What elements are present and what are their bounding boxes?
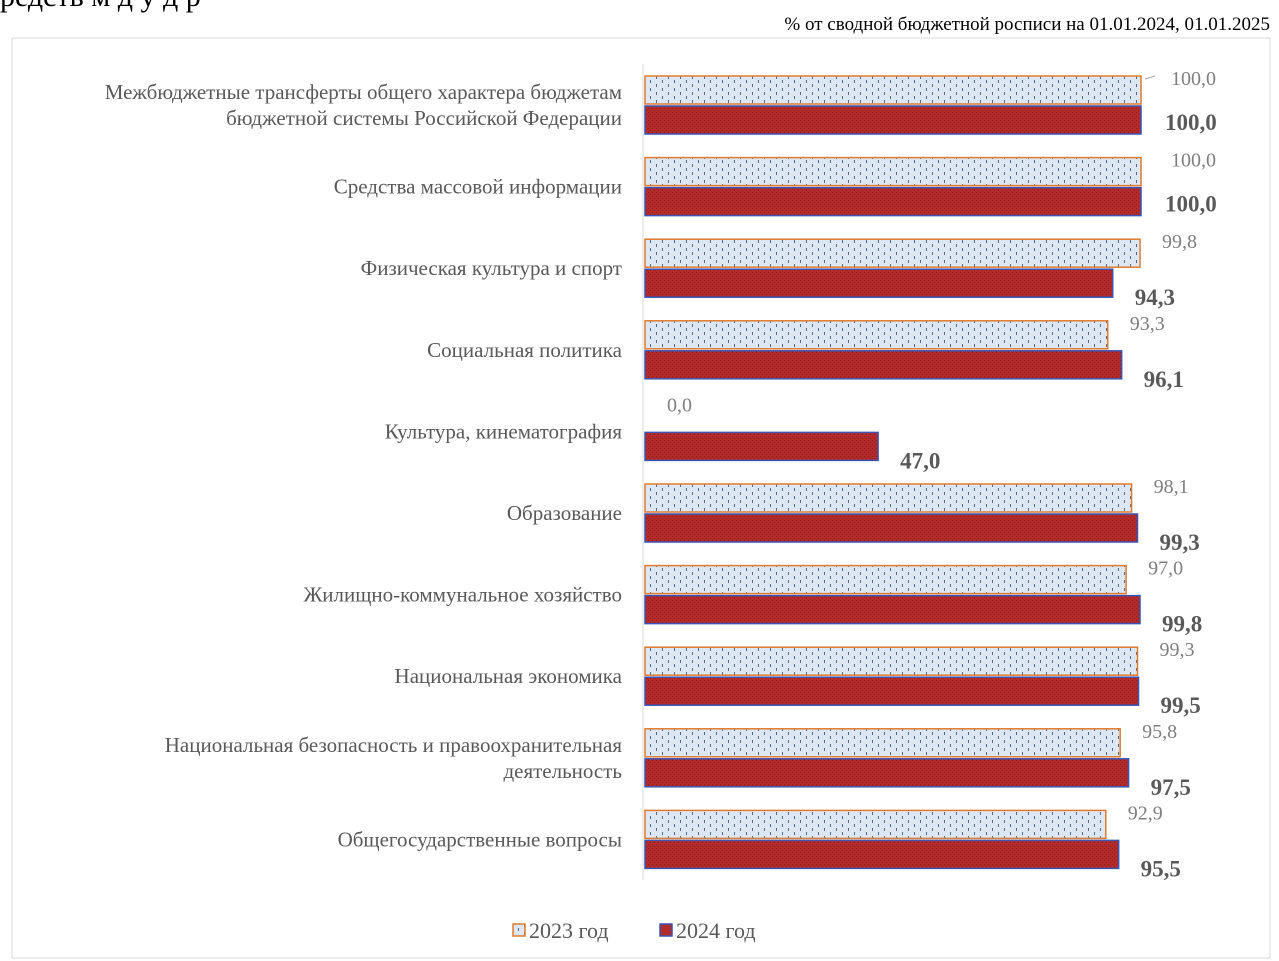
data-label-2023: 93,3 <box>1130 313 1165 335</box>
data-label-2024: 97,5 <box>1151 775 1191 800</box>
bar-2024 <box>644 186 1142 217</box>
bar-2023 <box>644 564 1127 595</box>
data-label-2024: 99,3 <box>1160 530 1200 555</box>
bars-layer <box>644 75 1142 870</box>
bar-2024 <box>644 268 1114 298</box>
category-label: Общегосударственные вопросы <box>338 827 622 851</box>
legend-label-2024: 2024 год <box>676 918 756 943</box>
bar-2024 <box>644 839 1120 870</box>
bar-2023 <box>644 238 1141 268</box>
data-label-2023: 99,3 <box>1160 639 1195 661</box>
bar-2023 <box>644 728 1121 758</box>
data-label-2024: 96,1 <box>1144 367 1184 392</box>
data-label-2024: 94,3 <box>1135 285 1175 310</box>
data-label-2024: 99,8 <box>1162 612 1202 637</box>
category-label: бюджетной системы Российской Федерации <box>226 106 622 130</box>
category-label: Средства массовой информации <box>334 175 622 199</box>
bar-2023 <box>644 646 1139 676</box>
category-label: Образование <box>507 501 622 525</box>
data-label-2024: 100,0 <box>1165 110 1217 135</box>
data-label-2023: 92,9 <box>1128 802 1163 824</box>
bar-2023 <box>644 75 1142 105</box>
category-label: Жилищно-коммунальное хозяйство <box>303 583 622 607</box>
bar-2023 <box>644 809 1107 840</box>
bar-2023 <box>644 483 1133 513</box>
category-label: деятельность <box>503 759 622 783</box>
data-label-2024: 47,0 <box>900 448 940 473</box>
category-label: Национальная безопасность и правоохранит… <box>165 733 623 757</box>
bar-2024 <box>644 676 1140 706</box>
data-label-2023: 100,0 <box>1171 150 1216 172</box>
data-label-2023: 97,0 <box>1148 558 1183 580</box>
legend-label-2023: 2023 год <box>529 918 609 943</box>
bar-2024 <box>644 758 1130 788</box>
bar-2023 <box>644 156 1142 187</box>
data-label-2023: 95,8 <box>1142 721 1177 743</box>
legend-swatch-2024 <box>659 923 673 937</box>
bar-2024 <box>644 431 879 462</box>
bar-2024 <box>644 350 1123 380</box>
bar-2024 <box>644 513 1139 543</box>
data-label-2023: 0,0 <box>667 394 692 416</box>
category-label: Культура, кинематография <box>385 419 623 443</box>
legend-swatch-2023 <box>512 923 526 937</box>
bar-2024 <box>644 594 1141 625</box>
category-labels-layer: Межбюджетные трансферты общего характера… <box>105 80 623 851</box>
data-labels-layer: 100,0 100,0 100,0 100,0 99,8 94,3 93,3 96,1 0,0 4… <box>667 68 1217 881</box>
data-label-2024: 100,0 <box>1165 192 1217 217</box>
legend: 2023 год 2024 год <box>512 918 756 943</box>
category-label: Национальная экономика <box>395 664 623 688</box>
category-label: Социальная политика <box>427 338 622 362</box>
category-label: Физическая культура и спорт <box>361 256 622 280</box>
unit-note: % от сводной бюджетной росписи на 01.01.… <box>784 14 1270 35</box>
data-label-2024: 95,5 <box>1141 856 1181 881</box>
data-label-2023: 98,1 <box>1154 476 1189 498</box>
data-label-2024: 99,5 <box>1161 693 1201 718</box>
data-label-2023: 99,8 <box>1162 231 1197 253</box>
data-label-2023: 100,0 <box>1171 68 1216 90</box>
data-label-leader-line <box>1144 75 1156 80</box>
bar-2023 <box>644 320 1109 350</box>
cut-off-heading: редств м д у д р <box>0 0 201 13</box>
category-label: Межбюджетные трансферты общего характера… <box>105 80 622 104</box>
bar-2024 <box>644 105 1142 135</box>
